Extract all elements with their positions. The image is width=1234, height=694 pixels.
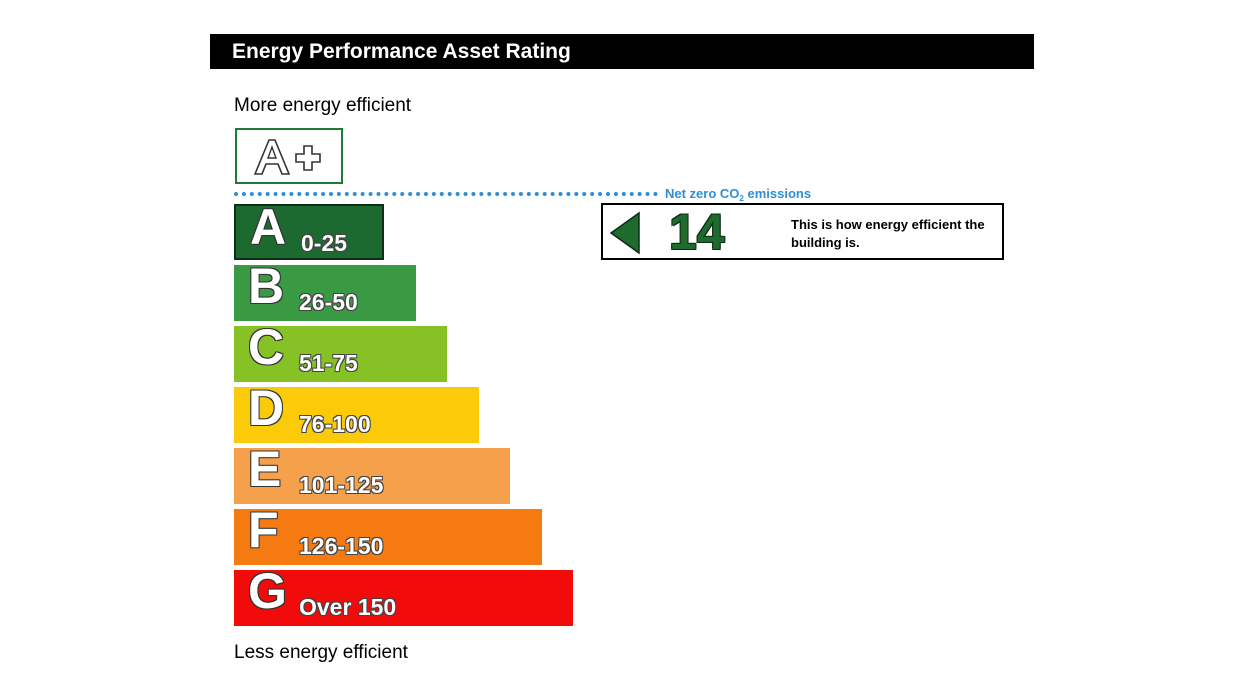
band-range: 126-150 [299,533,384,559]
band-range: 26-50 [299,289,358,315]
rating-value: 14 [669,204,725,260]
band-c: C 51-75 [234,322,447,382]
rating-description: This is how energy efficient the buildin… [791,217,985,250]
net-zero-divider [234,192,658,196]
less-efficient-label: Less energy efficient [234,642,408,663]
band-letter: A [250,199,287,255]
band-letter: C [248,319,285,375]
band-range: 51-75 [299,350,358,376]
band-letter: E [248,441,282,497]
rating-arrow-icon [609,211,640,255]
band-letter: B [248,258,285,314]
band-g: G Over 150 [234,566,573,626]
band-a: A 0-25 [234,199,384,260]
band-f: F 126-150 [234,505,542,565]
band-letter: F [248,502,279,558]
a-plus-band [235,128,343,184]
band-letter: D [248,380,285,436]
net-zero-label: Net zero CO2 emissions [665,186,812,203]
band-range: 101-125 [299,472,384,498]
rating-indicator: 14 This is how energy efficient the buil… [601,203,1004,260]
a-plus-glyph [253,139,321,175]
band-d: D 76-100 [234,383,479,443]
band-range: 0-25 [301,230,348,256]
band-letter: G [248,563,287,619]
chart-title: Energy Performance Asset Rating [210,34,1034,69]
more-efficient-label: More energy efficient [234,95,412,116]
band-e: E 101-125 [234,444,510,504]
band-range: 76-100 [299,411,371,437]
band-b: B 26-50 [234,261,416,321]
band-range: Over 150 [299,594,397,620]
